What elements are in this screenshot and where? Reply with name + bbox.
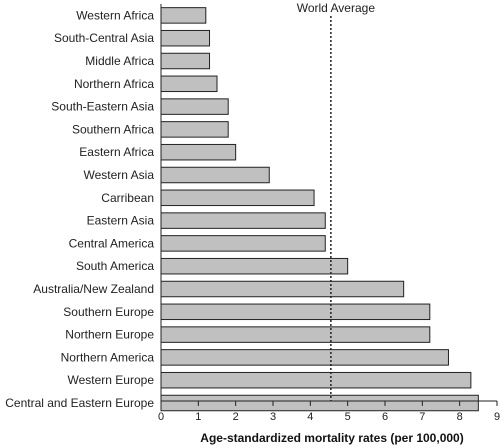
x-tick-label: 6 xyxy=(382,411,388,423)
bar-southern-africa xyxy=(160,121,229,138)
x-axis-title: Age-standardized mortality rates (per 10… xyxy=(200,431,463,445)
bars-group xyxy=(160,7,479,412)
x-tick-label: 9 xyxy=(494,411,500,423)
x-axis xyxy=(160,4,497,402)
bar-northern-africa xyxy=(160,75,218,93)
category-label: Eastern Africa xyxy=(79,145,154,159)
x-tick-label: 2 xyxy=(233,411,239,423)
x-tick-label: 1 xyxy=(195,411,201,423)
category-label: Northern America xyxy=(61,350,155,364)
category-label: Western Asia xyxy=(84,168,155,182)
bar-eastern-africa xyxy=(160,143,237,161)
x-tick-label: 3 xyxy=(270,411,276,423)
x-ticks-group: 0 1 2 3 4 5 6 7 8 9 xyxy=(158,401,500,423)
category-label: Australia/New Zealand xyxy=(33,282,154,296)
category-labels-group: Western Africa South-Central Asia Middle A… xyxy=(5,8,154,410)
category-label: Western Europe xyxy=(68,373,155,387)
category-label: Middle Africa xyxy=(85,54,154,68)
bar-eastern-asia xyxy=(160,212,326,229)
bar-southern-europe xyxy=(160,303,431,321)
category-label: Central and Eastern Europe xyxy=(5,396,154,410)
category-label: Carribean xyxy=(101,191,154,205)
bar-western-asia xyxy=(160,166,270,184)
x-tick-label: 4 xyxy=(307,411,313,423)
category-label: Western Africa xyxy=(76,8,154,22)
bar-australia-new-zealand xyxy=(160,280,405,298)
bar-western-europe xyxy=(160,371,472,389)
category-label: South-Central Asia xyxy=(54,31,154,45)
bar-middle-africa xyxy=(160,52,211,70)
category-label: South-Eastern Asia xyxy=(51,100,154,114)
x-tick-label: 7 xyxy=(419,411,425,423)
category-label: Southern Africa xyxy=(72,122,154,136)
category-label: Northern Africa xyxy=(74,77,154,91)
bar-south-america xyxy=(160,257,349,275)
bar-northern-america xyxy=(160,349,449,366)
category-label: Eastern Asia xyxy=(87,214,155,228)
category-label: South America xyxy=(76,259,154,273)
category-label: Central America xyxy=(69,236,155,250)
x-tick-label: 8 xyxy=(457,411,463,423)
bar-northern-europe xyxy=(160,326,431,343)
category-label: Northern Europe xyxy=(65,328,154,342)
bar-carribean xyxy=(160,189,315,207)
bar-central-and-eastern-europe xyxy=(160,394,479,412)
category-label: Southern Europe xyxy=(63,305,154,319)
x-tick-label: 5 xyxy=(345,411,351,423)
bar-central-america xyxy=(160,235,326,252)
world-average-label: World Average xyxy=(297,1,376,15)
bar-south-central-asia xyxy=(160,29,211,47)
bar-south-eastern-asia xyxy=(160,98,229,115)
reference-line-group: World Average xyxy=(297,1,376,401)
x-tick-label: 0 xyxy=(158,411,164,423)
bar-western-africa xyxy=(160,7,207,24)
